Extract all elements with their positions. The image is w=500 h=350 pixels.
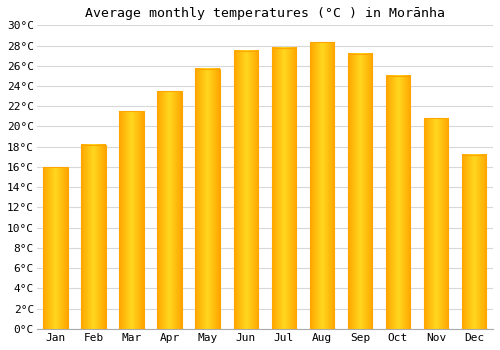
Bar	[234, 51, 258, 329]
Bar	[462, 155, 486, 329]
Bar	[44, 167, 68, 329]
Title: Average monthly temperatures (°C ) in Morānha: Average monthly temperatures (°C ) in Mo…	[85, 7, 445, 20]
Bar	[348, 54, 372, 329]
Bar	[424, 118, 448, 329]
Bar	[82, 145, 106, 329]
Bar	[158, 91, 182, 329]
Bar	[310, 42, 334, 329]
Bar	[196, 69, 220, 329]
Bar	[272, 48, 296, 329]
Bar	[120, 111, 144, 329]
Bar	[386, 76, 410, 329]
